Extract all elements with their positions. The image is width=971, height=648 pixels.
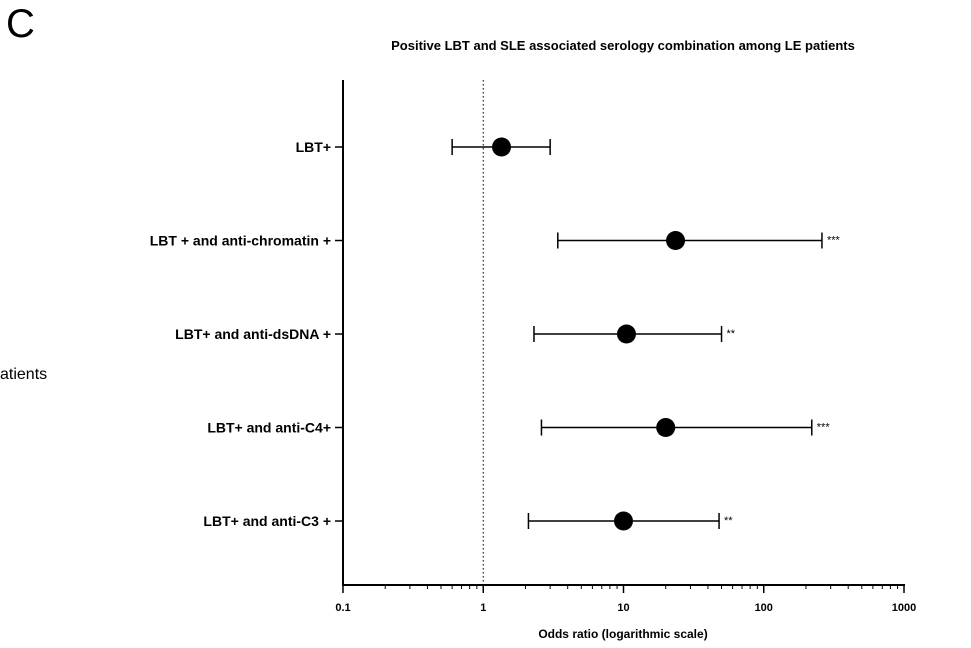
odds-ratio-point [616, 324, 636, 344]
chart-title: Positive LBT and SLE associated serology… [391, 38, 855, 53]
x-tick-label: 10 [617, 602, 629, 614]
x-tick-label: 100 [755, 602, 773, 614]
significance-label: *** [827, 235, 841, 247]
significance-label: *** [817, 422, 831, 434]
odds-ratio-point [614, 511, 633, 531]
odds-ratio-point [656, 418, 676, 437]
panel-letter: C [6, 2, 35, 46]
category-label: LBT+ [296, 139, 331, 155]
category-label: LBT+ and anti-C4+ [207, 420, 331, 436]
category-label: LBT + and anti-chromatin + [150, 233, 331, 249]
significance-label: ** [727, 328, 736, 340]
odds-ratio-point [666, 231, 686, 250]
plot-area: 0.1 1 10 100 1000 LBT+ LBT + and anti-chromati… [150, 80, 916, 614]
x-tick-label: 0.1 [335, 602, 350, 614]
x-tick-label: 1000 [892, 602, 916, 614]
cropped-side-text: atients [0, 366, 48, 383]
category-label: LBT+ and anti-C3 + [203, 513, 331, 529]
significance-label: ** [724, 515, 733, 527]
x-axis-label: Odds ratio (logarithmic scale) [538, 627, 707, 641]
odds-ratio-point [492, 137, 512, 157]
category-label: LBT+ and anti-dsDNA + [175, 326, 331, 342]
x-tick-label: 1 [480, 602, 486, 614]
